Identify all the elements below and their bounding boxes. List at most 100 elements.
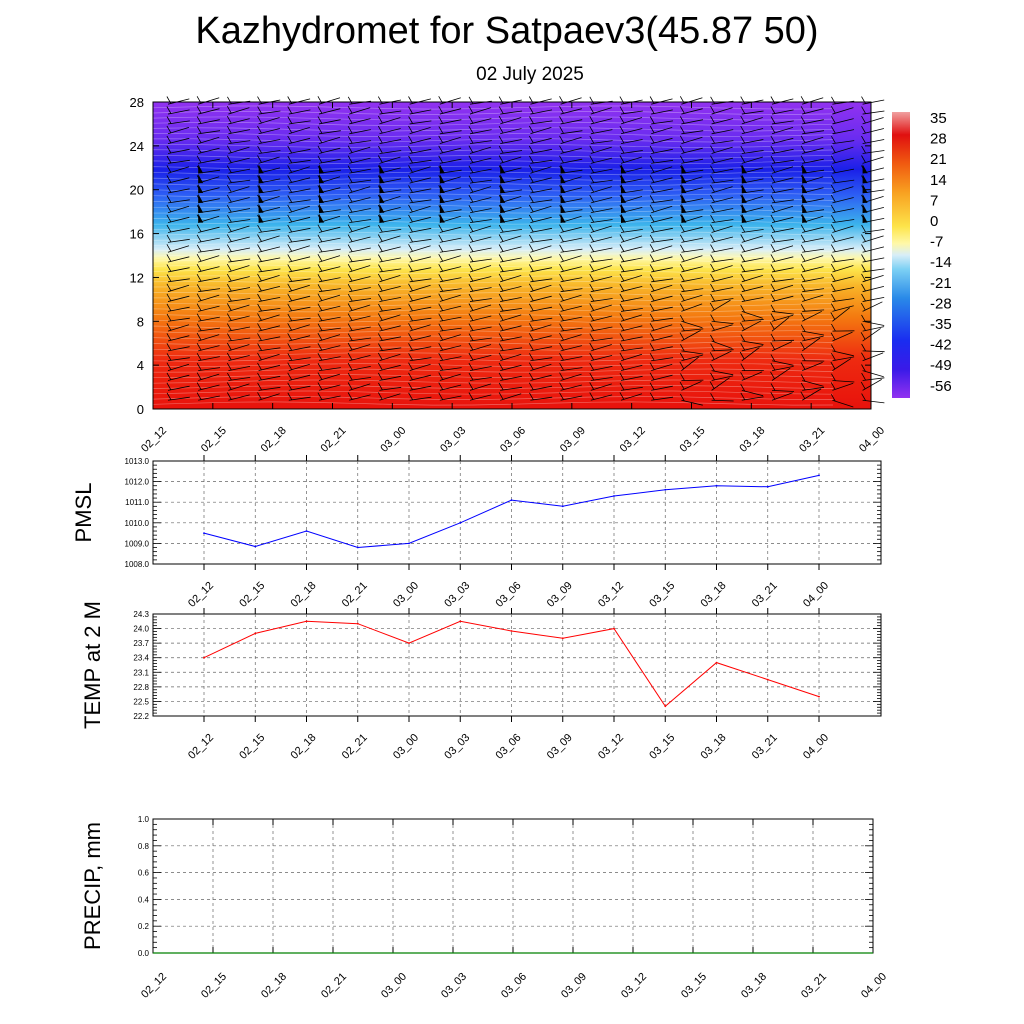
wind-barb-feather — [528, 145, 534, 154]
wind-barb — [288, 137, 311, 145]
wind-barb-pennant — [862, 203, 868, 213]
wind-barb — [198, 395, 220, 401]
wind-barb — [862, 370, 884, 378]
wind-barb — [651, 120, 674, 125]
wind-barb — [681, 97, 703, 105]
wind-barb-feather — [377, 244, 383, 252]
wind-barb-feather — [377, 313, 383, 321]
contour-line — [152, 335, 834, 340]
wind-barb-feather — [559, 126, 564, 134]
pmsl-data-point — [408, 542, 410, 545]
wind-barb-feather — [679, 274, 685, 282]
wind-barb-feather — [166, 254, 172, 262]
wind-barb — [500, 353, 522, 362]
wind-barb — [832, 179, 855, 184]
contour-line — [152, 237, 834, 241]
wind-barb-pennant — [439, 213, 445, 223]
wind-barb — [741, 150, 764, 154]
wind-barb-feather — [740, 305, 746, 313]
wind-barb-feather — [800, 312, 806, 321]
wind-barb — [681, 356, 699, 371]
contour-line — [152, 138, 834, 143]
wind-barb-feather — [226, 342, 232, 351]
wind-barb — [771, 120, 794, 125]
wind-barb-feather — [317, 116, 323, 124]
wind-barb — [530, 137, 552, 145]
x-tick-label: 03_21 — [799, 971, 829, 1001]
wind-barb — [318, 97, 341, 105]
wind-barb — [198, 119, 220, 125]
wind-barb — [771, 238, 794, 243]
wind-barb-feather — [710, 126, 715, 134]
wind-barb-feather — [347, 342, 353, 351]
wind-barb — [711, 129, 734, 135]
wind-barb — [167, 227, 190, 233]
wind-barb-feather — [528, 244, 534, 252]
wind-barb — [349, 118, 371, 125]
wind-barb — [560, 130, 583, 135]
wind-barb — [711, 208, 734, 214]
wind-barb-feather — [468, 303, 474, 311]
colorbar-label: -35 — [930, 316, 952, 333]
wind-barb-feather — [770, 204, 776, 213]
wind-barb — [469, 276, 492, 283]
wind-barb-feather — [589, 106, 595, 114]
x-tick-label: 03_03 — [439, 971, 469, 1001]
wind-barb-feather — [196, 224, 202, 232]
wind-barb — [590, 179, 613, 184]
wind-barb — [681, 294, 703, 302]
wind-barb-feather — [800, 333, 806, 341]
wind-barb-feather — [408, 214, 413, 223]
wind-barb-feather — [559, 224, 564, 232]
wind-barb-feather — [408, 145, 413, 154]
wind-barb-feather — [377, 333, 383, 341]
temp2m-data-point — [408, 642, 410, 644]
x-tick-label: 03_21 — [750, 732, 780, 762]
wind-barb-feather — [710, 224, 715, 232]
wind-barb — [228, 394, 250, 401]
wind-barb — [711, 258, 734, 263]
wind-barb — [439, 305, 462, 312]
temp2m-data-point — [356, 622, 359, 625]
wind-barb-feather — [679, 361, 685, 369]
wind-barb — [318, 356, 341, 362]
wind-barb — [560, 305, 582, 312]
wind-barb — [258, 336, 281, 342]
wind-barb — [258, 393, 280, 401]
wind-barb-feather — [709, 352, 715, 360]
wind-barb-pennant — [560, 213, 566, 223]
colorbar-gradient-rect — [892, 112, 910, 398]
wind-barb — [620, 110, 643, 115]
wind-barb — [318, 136, 341, 145]
wind-barb-feather — [770, 214, 776, 223]
wind-barb — [198, 255, 220, 263]
wind-barb — [228, 287, 251, 293]
wind-barb — [620, 353, 643, 362]
wind-barb — [379, 314, 401, 322]
wind-barb-feather — [619, 145, 625, 154]
wind-barb — [862, 139, 885, 145]
wind-barb — [651, 374, 673, 381]
colorbar-label: -7 — [930, 234, 943, 251]
wind-barb-feather — [861, 283, 866, 292]
wind-barb — [590, 247, 613, 253]
wind-barb — [198, 158, 220, 164]
wind-barb-feather — [619, 125, 625, 134]
wind-barb-feather — [740, 106, 746, 114]
wind-barb-pennant — [560, 203, 566, 213]
wind-barb — [711, 140, 734, 145]
wind-barb-feather — [377, 125, 383, 134]
wind-barb — [560, 248, 583, 253]
wind-barb-feather — [528, 283, 534, 291]
wind-barb — [318, 367, 341, 372]
wind-barb-feather — [438, 234, 444, 242]
wind-barb-feather — [468, 362, 474, 371]
wind-barb-feather — [649, 125, 655, 134]
wind-barb — [167, 374, 190, 381]
y-tick-label: 0.8 — [138, 842, 150, 851]
wind-barb-feather — [679, 264, 685, 272]
wind-barb-feather — [860, 381, 866, 390]
wind-barb — [741, 311, 763, 319]
wind-barb-feather — [347, 333, 353, 341]
wind-barb-feather — [528, 125, 534, 134]
